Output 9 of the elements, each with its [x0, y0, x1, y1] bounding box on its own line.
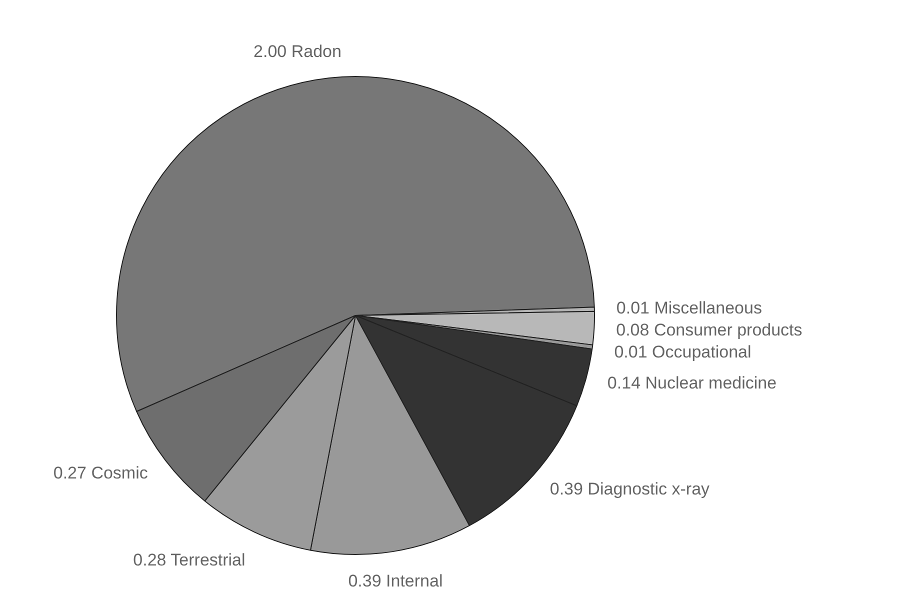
slice-label: 2.00 Radon [254, 42, 342, 62]
slice-label: 0.27 Cosmic [53, 463, 148, 482]
slice-label: 0.08 Consumer products [616, 320, 802, 340]
slice-label: 0.14 Nuclear medicine [607, 373, 777, 392]
slice-label: 0.28 Terrestrial [133, 550, 246, 570]
slice-label: 0.39 Diagnostic x-ray [550, 479, 710, 498]
slice-label: 0.01 Miscellaneous [616, 298, 762, 318]
slice-label: 0.01 Occupational [614, 342, 752, 362]
slice-label: 0.39 Internal [348, 572, 443, 591]
